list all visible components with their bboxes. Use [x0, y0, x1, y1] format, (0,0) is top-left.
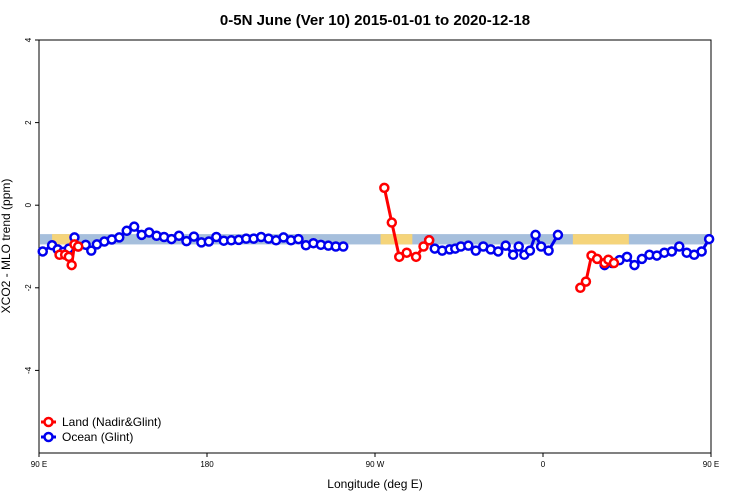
ocean-point — [552, 229, 564, 241]
x-axis-label: Longitude (deg E) — [327, 477, 422, 491]
series-layer — [37, 182, 715, 294]
land-point — [379, 182, 390, 194]
ocean-point — [543, 245, 554, 256]
land-point — [410, 251, 422, 263]
y-tick-label: -4 — [24, 366, 33, 374]
land-band-segment — [572, 234, 629, 245]
ocean-point — [535, 241, 547, 252]
x-tick-label: 90 W — [366, 460, 385, 469]
legend-land-marker — [43, 416, 54, 428]
ocean-point — [636, 253, 648, 265]
ocean-point — [463, 240, 474, 251]
ocean-point — [530, 229, 541, 241]
land-point — [72, 241, 84, 252]
land-point — [401, 247, 412, 258]
ocean-point — [37, 246, 48, 257]
x-tick-label: 0 — [541, 460, 546, 469]
y-axis-label: XCO2 - MLO trend (ppm) — [0, 179, 13, 314]
plot-frame — [38, 39, 712, 454]
ocean-point — [507, 249, 519, 261]
x-tick-label: 90 E — [703, 460, 719, 469]
x-tick-label: 180 — [200, 460, 214, 469]
ocean-point — [293, 233, 304, 245]
y-tick-label: 0 — [24, 202, 33, 207]
y-tick-label: 4 — [24, 37, 33, 42]
ocean-point — [114, 232, 125, 243]
chart-title: 0-5N June (Ver 10) 2015-01-01 to 2020-12… — [220, 12, 530, 29]
legend-land-label: Land (Nadir&Glint) — [62, 415, 161, 429]
land-point — [386, 217, 398, 228]
trend-band-rect — [40, 234, 710, 245]
land-band-segment — [52, 234, 71, 245]
ocean-point — [703, 233, 715, 245]
land-point — [580, 276, 592, 287]
ocean-point — [696, 246, 707, 257]
ocean-point — [666, 246, 678, 257]
land-point — [63, 251, 75, 263]
ocean-point — [674, 241, 685, 252]
land-point — [575, 282, 586, 294]
ocean-point — [500, 240, 511, 251]
ocean-point — [121, 225, 132, 237]
ocean-point — [203, 236, 215, 247]
legend-ocean-marker — [43, 431, 54, 443]
land-point — [591, 253, 603, 265]
y-tick-label: 2 — [24, 120, 33, 125]
ocean-point — [338, 241, 349, 252]
ocean-point — [173, 230, 185, 242]
ocean-point — [629, 259, 640, 271]
series-land — [54, 182, 620, 294]
ocean-point — [470, 245, 482, 256]
ocean-point — [188, 231, 200, 242]
ocean-point — [492, 246, 504, 257]
ocean-point — [524, 245, 536, 256]
land-point — [418, 241, 429, 252]
land-point — [608, 257, 620, 269]
ocean-point — [128, 221, 140, 232]
y-tick-label: -2 — [24, 284, 33, 292]
land-point — [423, 235, 435, 246]
ocean-point — [621, 251, 633, 263]
ocean-point — [513, 241, 524, 252]
legend-ocean-label: Ocean (Glint) — [62, 430, 133, 444]
axes: 90 E 180 90 W 0 90 E 4 2 0 -2 -4 — [24, 37, 719, 469]
land-point — [66, 259, 77, 271]
legend: Land (Nadir&Glint) Ocean (Glint) — [41, 415, 161, 444]
ocean-point — [181, 235, 192, 247]
ocean-point — [86, 245, 97, 256]
x-tick-label: 90 E — [31, 460, 47, 469]
land-point — [394, 251, 405, 263]
